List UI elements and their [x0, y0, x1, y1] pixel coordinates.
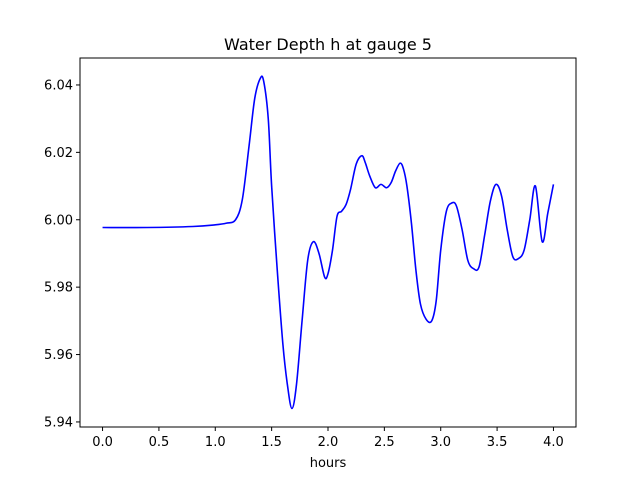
series-line-0 — [102, 75, 555, 410]
x-axis: 0.0 0.5 1.0 1.5 2.0 2.5 3.0 3.5 4.0 — [92, 427, 564, 450]
y-tick-label: 6.04 — [44, 78, 73, 93]
x-tick-label: 1.0 — [205, 435, 226, 450]
x-tick-label: 2.0 — [318, 435, 339, 450]
x-tick-label: 2.5 — [374, 435, 395, 450]
y-tick-label: 5.98 — [44, 281, 73, 296]
chart-title: Water Depth h at gauge 5 — [224, 35, 432, 54]
y-tick-label: 6.00 — [44, 213, 73, 228]
x-tick-label: 3.0 — [430, 435, 451, 450]
x-axis-label: hours — [310, 456, 347, 471]
x-tick-label: 0.5 — [149, 435, 170, 450]
y-tick-label: 6.02 — [44, 146, 73, 161]
x-tick-label: 0.0 — [92, 435, 113, 450]
x-tick-label: 1.5 — [261, 435, 282, 450]
y-axis: 5.94 5.96 5.98 6.00 6.02 6.04 — [44, 78, 80, 430]
y-tick-label: 5.94 — [44, 415, 73, 430]
plot-area — [102, 75, 555, 410]
x-tick-label: 4.0 — [543, 435, 564, 450]
plot-frame — [79, 57, 577, 428]
x-tick-label: 3.5 — [487, 435, 508, 450]
y-tick-label: 5.96 — [44, 348, 73, 363]
